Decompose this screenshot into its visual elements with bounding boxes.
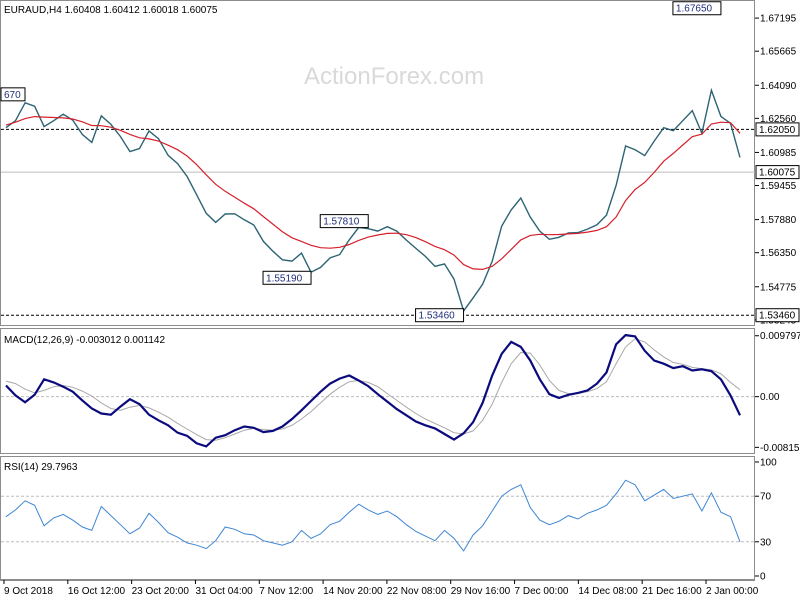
rsi-y-tick-label: 30 <box>760 537 772 548</box>
x-axis: 9 Oct 2018 16 Oct 12:00 23 Oct 20:00 31 Oct… <box>3 580 759 597</box>
x-tick-label: 2 Jan 00:00 <box>706 586 759 597</box>
price-y-tick-label: 1.60985 <box>760 148 797 159</box>
rsi-series-group <box>5 479 741 552</box>
rsi-panel-frame <box>0 456 755 580</box>
price-markers-group: 1.67650 1.57810 1.55190 1.53460 670 <box>0 1 722 323</box>
price-series-group <box>5 87 741 313</box>
price-series-line <box>5 87 741 313</box>
price-y-axis: 1.67195 1.65665 1.64090 1.62560 1.60985 1.594… <box>755 14 800 326</box>
price-y-tick-label: 1.54775 <box>760 282 797 293</box>
price-right-label-current: 1.60075 <box>759 168 796 179</box>
price-marker-box <box>319 214 369 229</box>
rsi-y-tick-label: 0 <box>760 572 766 583</box>
price-marker-box <box>0 87 26 102</box>
macd-y-axis: 0.009797 0.00 -0.008152 <box>755 331 800 454</box>
price-y-tick-label: 1.57880 <box>760 215 797 226</box>
price-y-tick-label: 1.67195 <box>760 14 797 25</box>
macd-y-tick-label: 0.009797 <box>760 331 800 342</box>
price-marker-box <box>262 270 312 285</box>
rsi-y-tick-label: 70 <box>760 492 772 503</box>
price-right-label-current-box <box>755 165 800 180</box>
macd-y-tick-label: 0.00 <box>760 392 780 403</box>
price-marker-label: 1.55190 <box>266 273 303 284</box>
x-tick-label: 14 Dec 08:00 <box>578 586 638 597</box>
price-grid <box>1 128 755 316</box>
panel-frames <box>0 0 755 581</box>
price-panel-frame <box>0 0 755 326</box>
rsi-grid <box>1 495 755 543</box>
macd-signal-line <box>5 338 741 441</box>
macd-panel-title: MACD(12,26,9) -0.003012 0.001142 <box>4 335 165 346</box>
moving-average-line <box>5 115 741 271</box>
price-y-tick-label: 1.64090 <box>760 81 797 92</box>
x-tick-label: 9 Oct 2018 <box>4 586 53 597</box>
x-tick-label: 29 Nov 16:00 <box>451 586 511 597</box>
price-marker-box <box>672 1 722 16</box>
x-tick-label: 23 Oct 20:00 <box>132 586 190 597</box>
price-marker-label: 1.53460 <box>419 311 456 322</box>
rsi-y-axis: 100 70 30 0 <box>755 458 777 583</box>
price-right-label-level-1-box <box>755 122 800 137</box>
macd-y-tick-label: -0.008152 <box>760 443 800 454</box>
x-tick-label: 7 Nov 12:00 <box>259 586 313 597</box>
x-tick-label: 22 Nov 08:00 <box>387 586 447 597</box>
x-tick-label: 21 Dec 16:00 <box>642 586 702 597</box>
x-tick-label: 16 Oct 12:00 <box>68 586 126 597</box>
rsi-y-tick-label: 100 <box>760 458 777 469</box>
price-y-tick-label: 1.65665 <box>760 47 797 58</box>
price-panel-title: EURAUD,H4 1.60408 1.60412 1.60018 1.6007… <box>4 5 218 16</box>
price-marker-box <box>415 308 465 323</box>
macd-panel-frame <box>0 328 755 454</box>
price-right-label-level-2: 1.53460 <box>759 311 796 322</box>
price-marker-label: 670 <box>4 90 21 101</box>
price-marker-label: 1.57810 <box>323 217 360 228</box>
price-right-label-level-1: 1.62050 <box>759 125 796 136</box>
price-y-tick-label: 1.56350 <box>760 248 797 259</box>
rsi-panel-title: RSI(14) 29.7963 <box>4 462 78 473</box>
rsi-line <box>5 479 741 552</box>
price-y-tick-label: 1.59455 <box>760 181 797 192</box>
x-tick-label: 7 Dec 00:00 <box>515 586 569 597</box>
price-y-tick-label: 1.62560 <box>760 114 797 125</box>
macd-line <box>5 333 741 448</box>
watermark: ActionForex.com <box>304 63 484 90</box>
price-right-label-level-2-box <box>755 308 800 323</box>
x-tick-label: 31 Oct 04:00 <box>195 586 253 597</box>
macd-series-group <box>5 333 741 448</box>
price-marker-label: 1.67650 <box>676 4 713 15</box>
x-tick-label: 14 Nov 20:00 <box>323 586 383 597</box>
